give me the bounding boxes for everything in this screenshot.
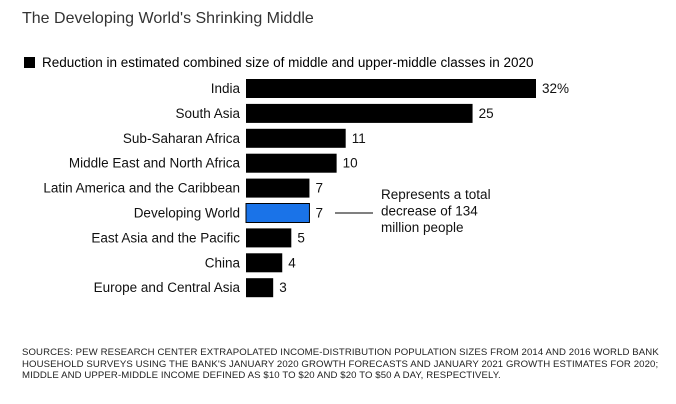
annotation-text-line: decrease of 134 (381, 204, 478, 219)
value-label: 3 (279, 280, 287, 295)
chart-title: The Developing World's Shrinking Middle (22, 10, 314, 27)
value-label: 4 (288, 255, 296, 270)
category-label: East Asia and the Pacific (91, 230, 240, 245)
bar (246, 79, 536, 98)
legend: Reduction in estimated combined size of … (24, 55, 534, 70)
category-label: Developing World (134, 206, 240, 221)
bar (246, 228, 292, 248)
bars-group: India 32% South Asia 25 Sub-Saharan Africa 11… (43, 79, 569, 298)
category-label: Middle East and North Africa (69, 156, 241, 171)
bar (246, 103, 473, 123)
category-label: Latin America and the Caribbean (43, 181, 240, 196)
value-label: 25 (479, 106, 494, 121)
value-label: 32% (542, 81, 569, 96)
bar (246, 253, 283, 273)
value-label: 7 (315, 181, 323, 196)
category-label: China (205, 255, 241, 270)
bar (246, 178, 310, 198)
sources-note: SOURCES: PEW RESEARCH CENTER EXTRAPOLATE… (22, 347, 659, 382)
value-label: 5 (297, 230, 305, 245)
value-label: 11 (352, 131, 366, 146)
value-label: 7 (315, 206, 323, 221)
category-label: India (211, 81, 241, 96)
bar-chart: India 32% South Asia 25 Sub-Saharan Africa 11… (43, 79, 569, 298)
category-label: Sub-Saharan Africa (123, 131, 241, 146)
annotation-text-line: Represents a total (381, 187, 491, 202)
category-label: Europe and Central Asia (94, 280, 241, 295)
value-label: 10 (343, 156, 358, 171)
bar (246, 153, 337, 173)
legend-swatch (24, 57, 35, 68)
annotation-text-line: million people (381, 220, 464, 235)
bar (246, 128, 346, 148)
annotation-group: Represents a total decrease of 134million… (335, 187, 491, 235)
category-label: South Asia (175, 106, 240, 121)
legend-label: Reduction in estimated combined size of … (42, 55, 534, 70)
bar (246, 278, 274, 298)
bar (245, 203, 310, 223)
